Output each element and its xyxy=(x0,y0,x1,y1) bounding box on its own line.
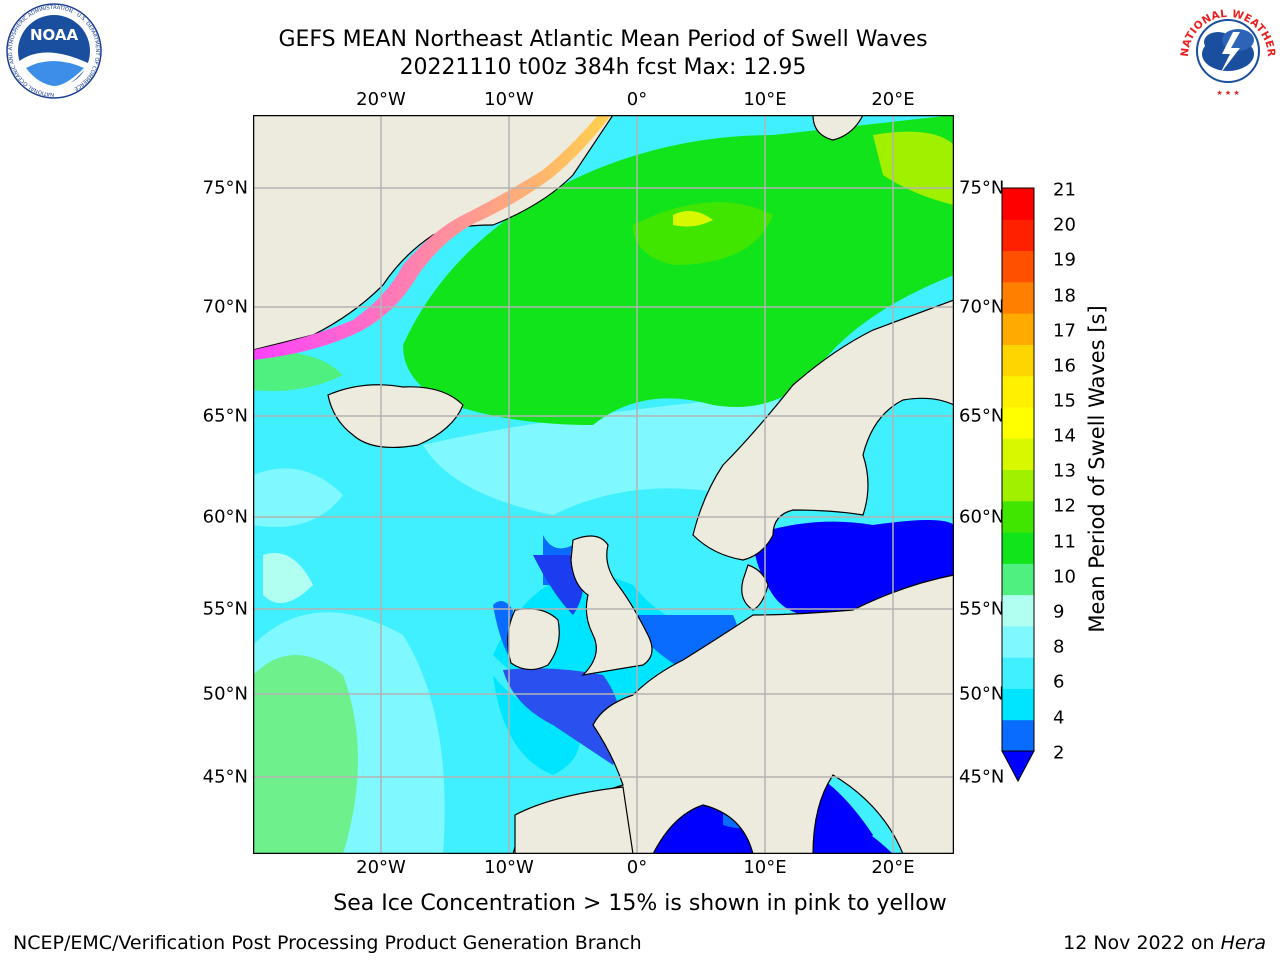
lon-label-top: 20°W xyxy=(356,89,406,110)
lon-label-top: 10°W xyxy=(484,89,534,110)
footer-credit: NCEP/EMC/Verification Post Processing Pr… xyxy=(13,932,642,954)
lat-label-right: 55°N xyxy=(959,598,1005,620)
lat-label-right: 75°N xyxy=(959,177,1005,199)
lon-label-bottom: 20°E xyxy=(871,857,915,878)
map-title: GEFS MEAN Northeast Atlantic Mean Period… xyxy=(278,27,928,52)
colorbar-tick: 2 xyxy=(1053,742,1065,764)
colorbar-tick: 18 xyxy=(1053,285,1076,307)
map-subtitle: 20221110 t00z 384h fcst Max: 12.95 xyxy=(399,55,807,80)
colorbar-segment xyxy=(1002,219,1034,252)
lat-label-left: 45°N xyxy=(202,766,248,788)
lat-label-left: 70°N xyxy=(202,296,248,318)
scandinavia xyxy=(692,299,954,561)
lon-label-bottom: 10°E xyxy=(743,857,787,878)
colorbar-frame xyxy=(1001,187,1035,752)
noaa-logo: NOAA NATIONAL OCEANIC AND ATMOSPHERIC AD… xyxy=(4,2,104,100)
lon-label-bottom: 0° xyxy=(626,857,648,878)
norwegian-sea-field xyxy=(403,115,954,425)
colorbar-segment xyxy=(1002,313,1034,345)
colorbar-tick: 16 xyxy=(1053,355,1076,377)
denmark xyxy=(741,564,769,611)
colorbar xyxy=(1001,186,1035,786)
lat-label-left: 75°N xyxy=(202,177,248,199)
colorbar-tick: 11 xyxy=(1053,531,1076,553)
colorbar-tick: 9 xyxy=(1053,601,1065,623)
svg-text:★ ★ ★: ★ ★ ★ xyxy=(1216,89,1239,97)
lon-label-top: 0° xyxy=(626,89,648,110)
iberia xyxy=(514,786,634,854)
lat-label-left: 60°N xyxy=(202,506,248,528)
graticule xyxy=(253,115,954,854)
footer-date: 12 Nov 2022 on Hera xyxy=(1063,932,1266,954)
colorbar-tick: 13 xyxy=(1053,460,1076,482)
colorbar-segment xyxy=(1002,719,1034,752)
land-masses xyxy=(253,115,954,854)
sea-ice-edge xyxy=(253,115,611,360)
lat-label-left: 50°N xyxy=(202,683,248,705)
colorbar-tick: 12 xyxy=(1053,495,1076,517)
noaa-logo-text: NOAA xyxy=(30,26,79,44)
colorbar-segment xyxy=(1002,375,1034,408)
lat-label-right: 70°N xyxy=(959,296,1005,318)
lon-label-bottom: 10°W xyxy=(484,857,534,878)
colorbar-segment xyxy=(1002,563,1034,596)
colorbar-segment xyxy=(1002,657,1034,689)
colorbar-tick: 15 xyxy=(1053,390,1076,412)
colorbar-segment xyxy=(1002,344,1034,377)
lon-label-bottom: 20°W xyxy=(356,857,406,878)
nws-logo: NATIONAL WEATHER SERVICE ★ ★ ★ xyxy=(1174,0,1278,100)
lat-label-right: 65°N xyxy=(959,405,1005,427)
colorbar-tick: 19 xyxy=(1053,249,1076,271)
footer-host: Hera xyxy=(1220,932,1266,954)
lat-label-right: 45°N xyxy=(959,766,1005,788)
lat-label-right: 60°N xyxy=(959,506,1005,528)
colorbar-tick: 10 xyxy=(1053,566,1076,588)
colorbar-segment xyxy=(1002,438,1034,470)
colorbar-tick: 6 xyxy=(1053,671,1065,693)
colorbar-segment xyxy=(1002,625,1034,658)
lat-label-right: 50°N xyxy=(959,683,1005,705)
lon-label-top: 10°E xyxy=(743,89,787,110)
colorbar-segment xyxy=(1002,188,1034,220)
colorbar-tick: 14 xyxy=(1053,425,1076,447)
colorbar-segment xyxy=(1002,594,1034,627)
colorbar-label: Mean Period of Swell Waves [s] xyxy=(1085,305,1109,633)
ice-caption: Sea Ice Concentration > 15% is shown in … xyxy=(333,891,947,916)
ireland xyxy=(507,608,560,671)
colorbar-segment xyxy=(1002,406,1034,439)
colorbar-segment xyxy=(1002,688,1034,721)
colorbar-under-arrow xyxy=(1001,750,1035,783)
lon-label-top: 20°E xyxy=(871,89,915,110)
colorbar-tick: 21 xyxy=(1053,179,1076,201)
colorbar-segment xyxy=(1002,250,1034,283)
lat-label-left: 55°N xyxy=(202,598,248,620)
footer-date-text: 12 Nov 2022 on xyxy=(1063,932,1221,954)
map-panel xyxy=(253,115,954,854)
lat-label-left: 65°N xyxy=(202,405,248,427)
colorbar-segment xyxy=(1002,532,1034,564)
map-frame xyxy=(253,115,954,854)
colorbar-segment xyxy=(1002,469,1034,502)
colorbar-segment xyxy=(1002,281,1034,314)
great-britain xyxy=(570,535,653,676)
colorbar-tick: 17 xyxy=(1053,320,1076,342)
colorbar-segment xyxy=(1002,500,1034,533)
colorbar-tick: 8 xyxy=(1053,636,1065,658)
colorbar-tick: 20 xyxy=(1053,214,1076,236)
colorbar-tick: 4 xyxy=(1053,707,1065,729)
svalbard xyxy=(812,115,864,141)
